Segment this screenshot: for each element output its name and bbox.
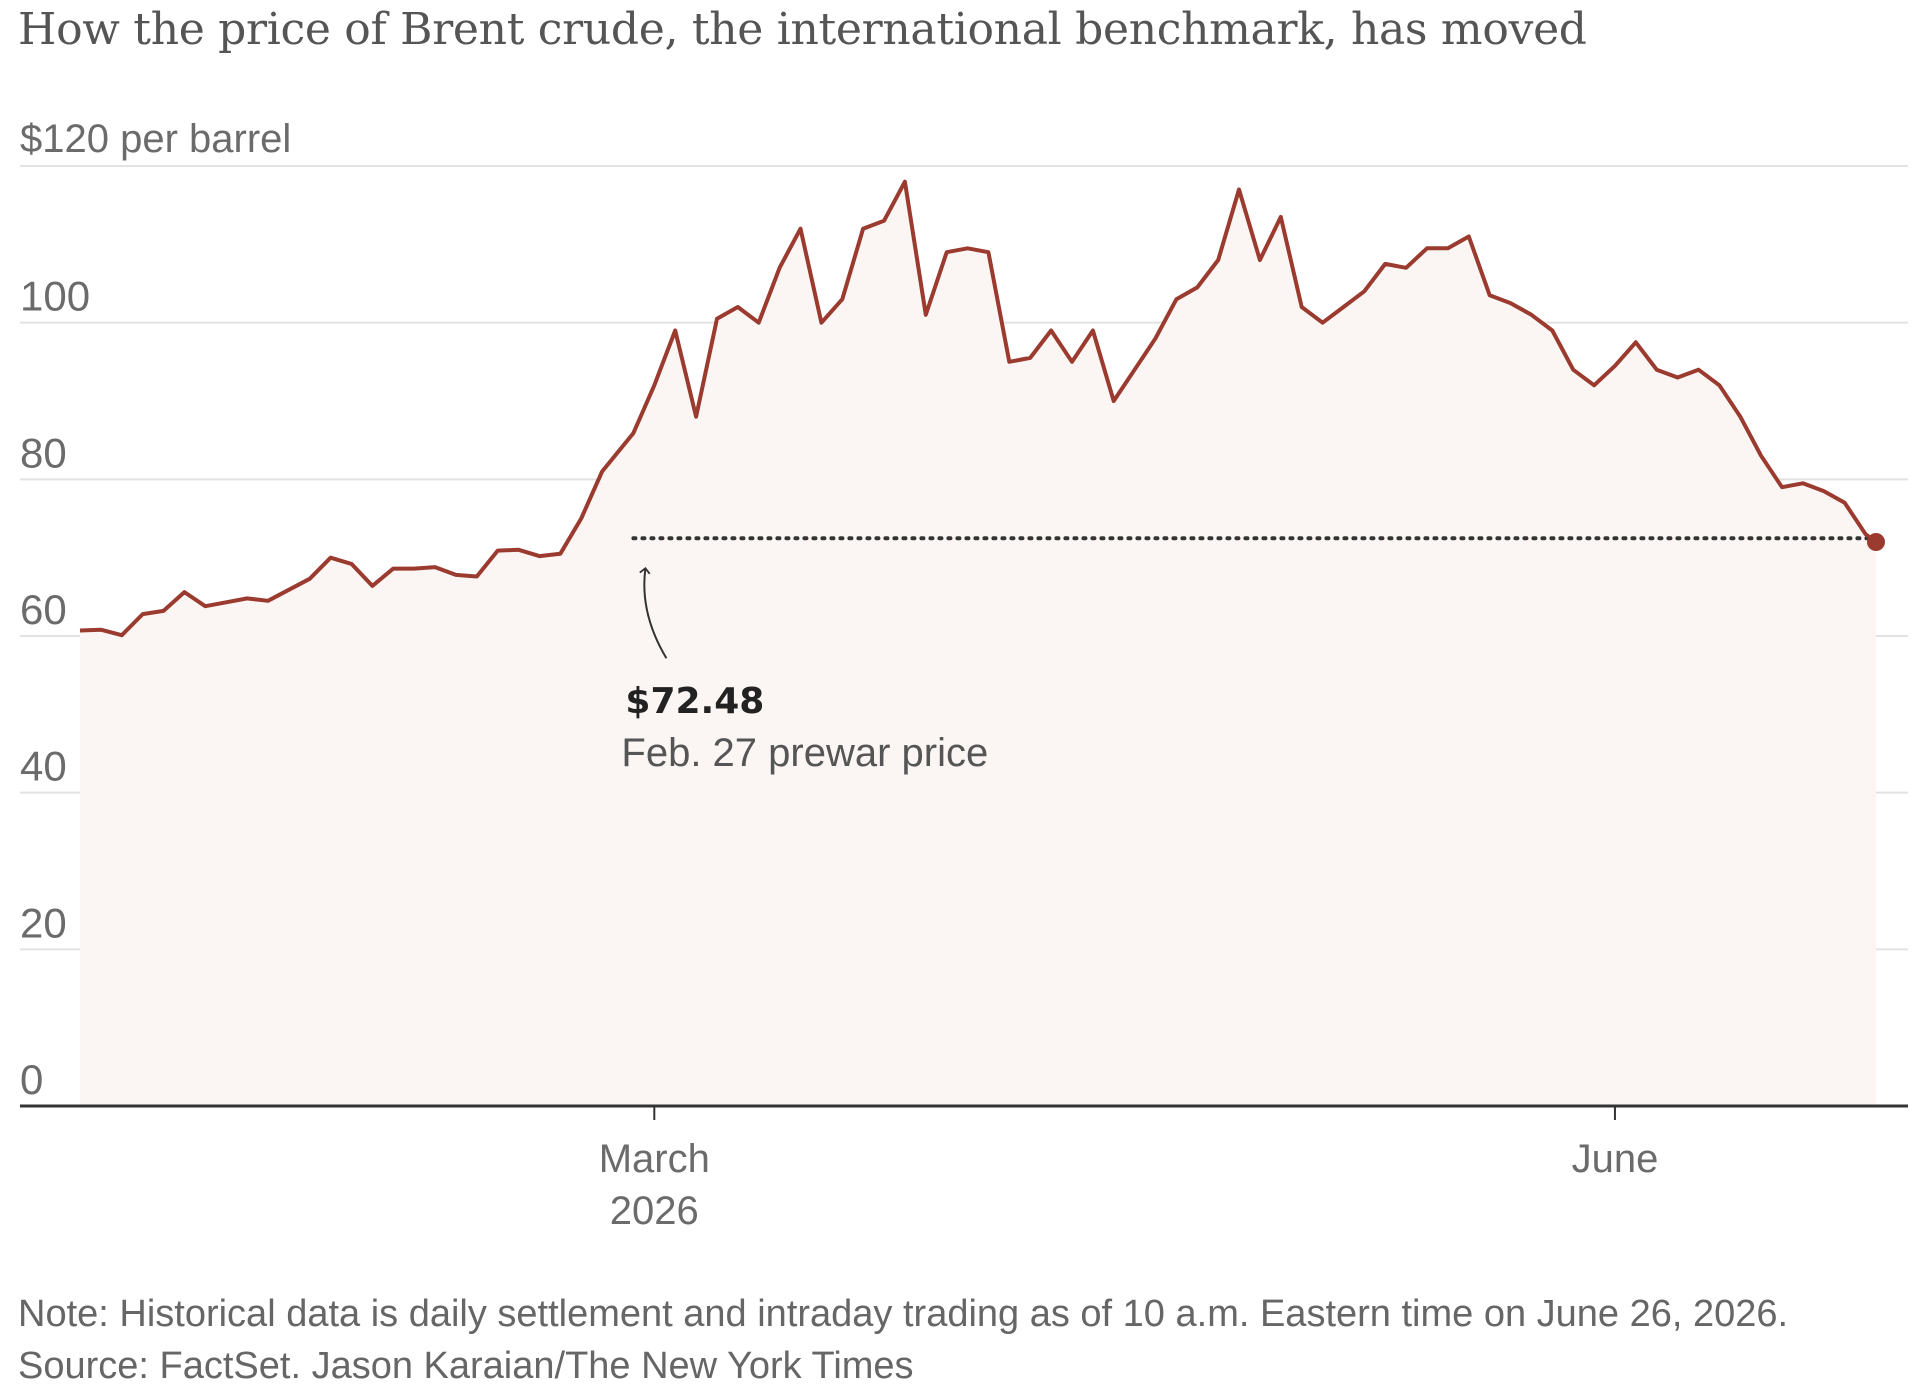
y-axis-ticks: 0 20 40 60 80 100	[20, 273, 90, 1103]
brent-price-line	[79, 179, 1878, 638]
price-area-fill	[80, 181, 1876, 1106]
x-tick-label: June	[1572, 1137, 1659, 1181]
price-chart: 0 20 40 60 80 100 $120 per barrel March 2026 Ju…	[20, 117, 1908, 1233]
annotation-arrow	[639, 566, 668, 659]
footnote-note: Note: Historical data is daily settlemen…	[18, 1293, 1789, 1335]
y-axis-unit-label: $120 per barrel	[20, 117, 291, 161]
x-tick-label-year: 2026	[610, 1189, 699, 1233]
footnote-source: Source: FactSet.	[18, 1345, 302, 1387]
chart-title: How the price of Brent crude, the intern…	[18, 4, 1587, 55]
x-axis-ticks: March 2026 June	[599, 1106, 1659, 1233]
y-tick-label: 40	[20, 743, 67, 790]
annotation-price-value: $72.48	[625, 681, 764, 722]
y-tick-label: 0	[20, 1056, 43, 1103]
y-tick-label: 20	[20, 899, 67, 946]
annotation-price-label: Feb. 27 prewar price	[621, 731, 988, 775]
y-tick-label: 60	[20, 586, 67, 633]
latest-price-dot	[1867, 533, 1885, 551]
footnote-credit: Jason Karaian/The New York Times	[311, 1345, 914, 1387]
y-tick-label: 100	[20, 273, 90, 320]
footnote: Note: Historical data is daily settlemen…	[18, 1288, 1898, 1392]
x-tick-label: March	[599, 1137, 710, 1181]
y-tick-label: 80	[20, 429, 67, 476]
